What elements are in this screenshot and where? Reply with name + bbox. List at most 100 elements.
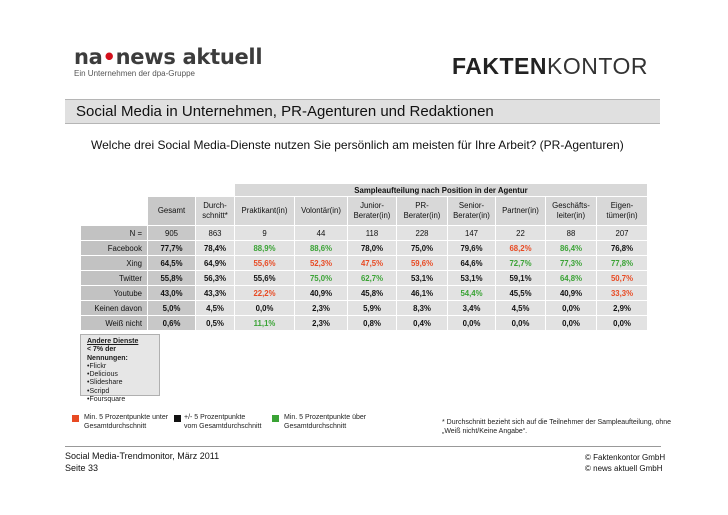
- table-cell: 78,4%: [195, 240, 235, 256]
- other-service-item: •Scripd: [87, 387, 110, 395]
- logo-na-part: na: [74, 45, 103, 69]
- column-header: PR- Berater(in): [396, 196, 448, 226]
- column-header: Durch-schnitt*: [195, 196, 235, 226]
- table-cell: 88: [545, 225, 597, 241]
- group-header: Sampleaufteilung nach Position in der Ag…: [234, 183, 648, 197]
- table-cell: 53,1%: [396, 270, 448, 286]
- row-label: Weiß nicht: [80, 315, 148, 331]
- row-label: Twitter: [80, 270, 148, 286]
- other-service-item: •Slideshare: [87, 379, 123, 387]
- other-service-item: •Delicious: [87, 371, 118, 379]
- row-label: N =: [80, 225, 148, 241]
- table-cell: 228: [396, 225, 448, 241]
- table-cell: 43,3%: [195, 285, 235, 301]
- news-aktuell-logo: na•news aktuell Ein Unternehmen der dpa-…: [74, 46, 284, 86]
- results-table-wrap: Sampleaufteilung nach Position in der Ag…: [80, 183, 648, 331]
- table-cell: 62,7%: [347, 270, 397, 286]
- table-cell: 55,8%: [147, 270, 196, 286]
- table-cell: 2,9%: [596, 300, 648, 316]
- table-row: Facebook 77,7% 78,4% 88,9% 88,6% 78,0% 75,0% 79…: [80, 240, 648, 256]
- table-cell: 75,0%: [396, 240, 448, 256]
- copyright-news-aktuell: © news aktuell GmbH: [585, 464, 663, 473]
- table-row: Keinen davon 5,0% 4,5% 0,0% 2,3% 5,9% 8,3% 3,4%…: [80, 300, 648, 316]
- table-cell: 11,1%: [234, 315, 295, 331]
- table-cell: 3,4%: [447, 300, 496, 316]
- table-cell: 55,6%: [234, 255, 295, 271]
- legend-black-swatch: [174, 415, 181, 422]
- page-title: Social Media in Unternehmen, PR-Agenture…: [76, 103, 494, 120]
- table-cell: 50,7%: [596, 270, 648, 286]
- legend-above-line2: Gesamtdurchschnitt: [284, 423, 347, 430]
- column-header: Senior- Berater(in): [447, 196, 496, 226]
- table-cell: 147: [447, 225, 496, 241]
- page-number: Seite 33: [65, 463, 99, 473]
- other-services-title: Andere Dienste: [87, 338, 139, 345]
- table-cell: 905: [147, 225, 196, 241]
- column-header: Gesamt: [147, 196, 196, 226]
- column-header: Praktikant(in): [234, 196, 295, 226]
- table-row: Twitter 55,8% 56,3% 55,6% 75,0% 62,7% 53,1% 53,…: [80, 270, 648, 286]
- footer-source: Social Media-Trendmonitor, März 2011: [65, 451, 220, 461]
- column-header: Eigen-tümer(in): [596, 196, 648, 226]
- other-services-subtitle: < 7% der Nennungen:: [87, 346, 128, 362]
- table-row: Weiß nicht 0,6% 0,5% 11,1% 2,3% 0,8% 0,4% 0,0% 0…: [80, 315, 648, 331]
- table-cell: 0,8%: [347, 315, 397, 331]
- table-cell: 118: [347, 225, 397, 241]
- table-cell: 77,3%: [545, 255, 597, 271]
- column-header-row: Gesamt Durch-schnitt* Praktikant(in) Volont…: [81, 196, 648, 226]
- legend-within-line2: vom Gesamtdurchschnitt: [184, 423, 262, 430]
- other-service-item: •Foursquare: [87, 396, 126, 404]
- table-row: Youtube 43,0% 43,3% 22,2% 40,9% 45,8% 46,1% 54,…: [80, 285, 648, 301]
- table-cell: 59,1%: [495, 270, 546, 286]
- table-cell: 45,8%: [347, 285, 397, 301]
- table-row: N = 905 863 9 44 118 228 147 22 88 207: [80, 225, 648, 241]
- table-cell: 5,0%: [147, 300, 196, 316]
- table-cell: 72,7%: [495, 255, 546, 271]
- table-cell: 59,6%: [396, 255, 448, 271]
- table-cell: 64,9%: [195, 255, 235, 271]
- row-label: Facebook: [80, 240, 148, 256]
- column-header: Geschäfts-leiter(in): [545, 196, 597, 226]
- column-header: Volontär(in): [294, 196, 348, 226]
- table-cell: 9: [234, 225, 295, 241]
- title-bar: Social Media in Unternehmen, PR-Agenture…: [65, 99, 660, 124]
- table-cell: 0,0%: [447, 315, 496, 331]
- table-cell: 0,4%: [396, 315, 448, 331]
- table-cell: 33,3%: [596, 285, 648, 301]
- table-cell: 5,9%: [347, 300, 397, 316]
- table-cell: 88,6%: [294, 240, 348, 256]
- table-cell: 47,5%: [347, 255, 397, 271]
- table-cell: 79,6%: [447, 240, 496, 256]
- logo-news-part: news aktuell: [115, 45, 263, 69]
- table-cell: 64,8%: [545, 270, 597, 286]
- table-cell: 0,5%: [195, 315, 235, 331]
- footer-divider: [65, 446, 661, 447]
- table-cell: 88,9%: [234, 240, 295, 256]
- table-cell: 0,0%: [495, 315, 546, 331]
- row-label: Xing: [80, 255, 148, 271]
- legend-below-line2: Gesamtdurchschnitt: [84, 423, 147, 430]
- legend-above-line1: Min. 5 Prozentpunkte über: [284, 414, 367, 421]
- table-cell: 8,3%: [396, 300, 448, 316]
- table-cell: 0,6%: [147, 315, 196, 331]
- row-label: Youtube: [80, 285, 148, 301]
- logo-kontor: KONTOR: [547, 53, 648, 79]
- table-cell: 207: [596, 225, 648, 241]
- table-cell: 86,4%: [545, 240, 597, 256]
- other-services-list: •Flickr •Delicious •Slideshare •Scripd •Four…: [87, 363, 153, 404]
- logo-tagline: Ein Unternehmen der dpa-Gruppe: [74, 69, 195, 78]
- news-aktuell-brand: na•news aktuell: [74, 46, 284, 68]
- table-cell: 0,0%: [596, 315, 648, 331]
- table-cell: 55,6%: [234, 270, 295, 286]
- logo-dot: •: [102, 45, 116, 69]
- table-cell: 77,8%: [596, 255, 648, 271]
- column-header: Junior- Berater(in): [347, 196, 397, 226]
- table-cell: 2,3%: [294, 300, 348, 316]
- other-service-item: •Flickr: [87, 362, 107, 370]
- legend-within-line1: +/- 5 Prozentpunkte: [184, 414, 246, 421]
- table-cell: 22: [495, 225, 546, 241]
- footer-right: © Faktenkontor GmbH © news aktuell GmbH: [585, 452, 665, 474]
- logo-fakten: FAKTEN: [452, 53, 547, 79]
- footnote: * Durchschnitt bezieht sich auf die Teil…: [442, 419, 672, 435]
- table-cell: 77,7%: [147, 240, 196, 256]
